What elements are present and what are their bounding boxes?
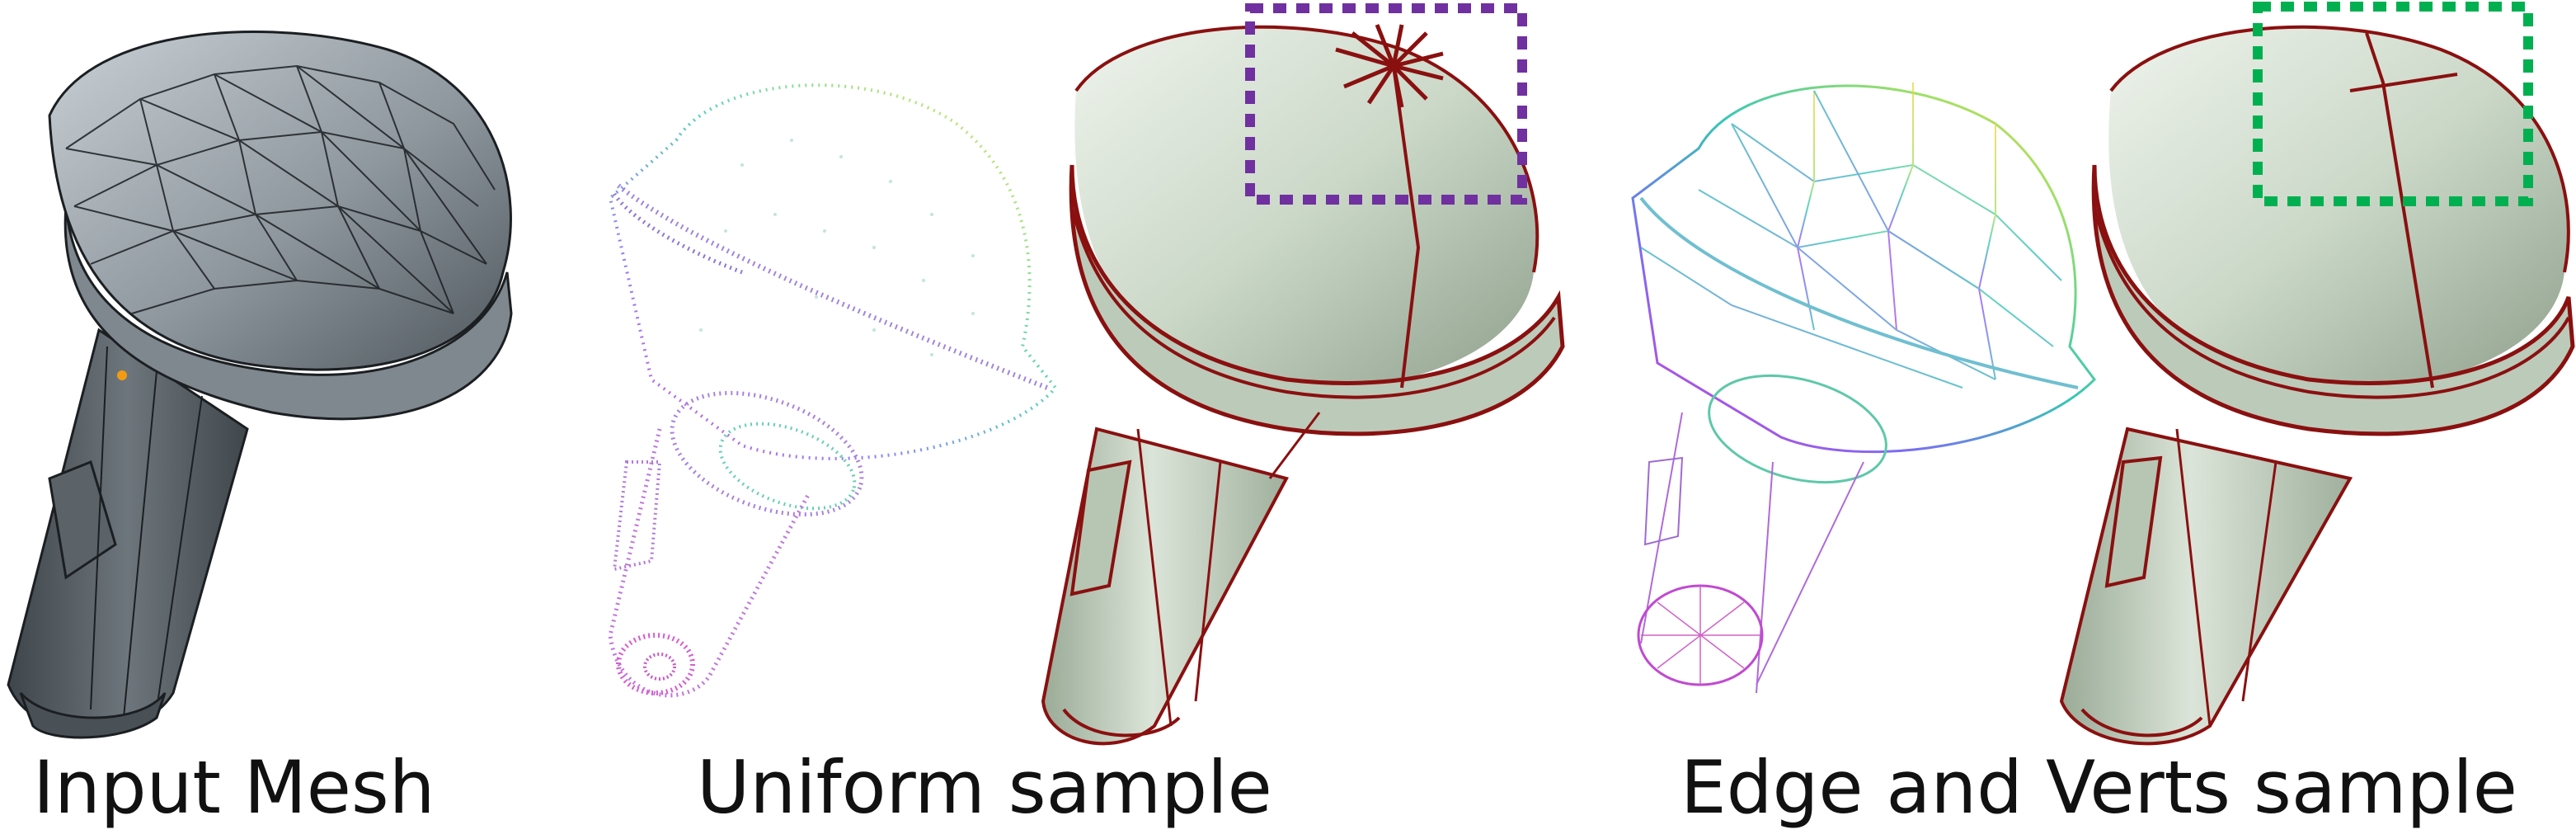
star-artifact	[1335, 24, 1444, 108]
highlight-box-green	[2253, 2, 2533, 206]
caption-uniform-sample: Uniform sample	[697, 745, 1272, 830]
input-mesh-render	[7, 31, 513, 739]
edge-verts-result-mesh-render	[2059, 2, 2575, 746]
highlight-box-purple	[1245, 3, 1527, 205]
caption-edge-verts-sample: Edge and Verts sample	[1681, 745, 2517, 830]
edge-verts-wireframe-render	[1631, 82, 2096, 694]
vertex-marker	[117, 370, 127, 380]
uniform-point-cloud-render	[608, 83, 1058, 698]
caption-input-mesh: Input Mesh	[33, 745, 435, 830]
uniform-result-mesh-render	[1041, 3, 1565, 746]
